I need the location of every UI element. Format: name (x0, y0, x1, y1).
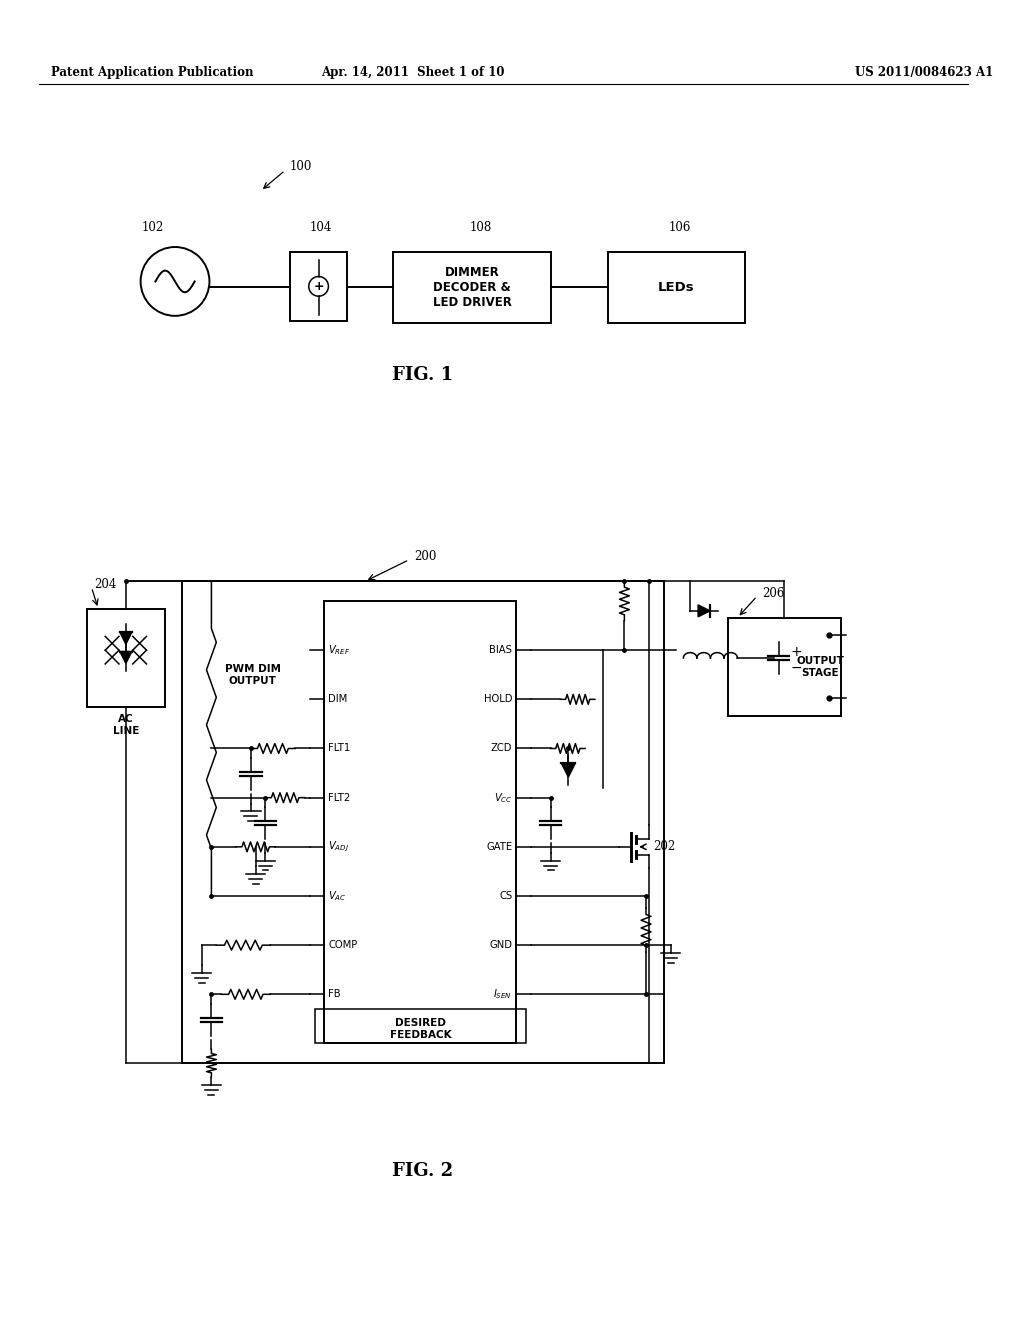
Text: ZCD: ZCD (490, 743, 512, 754)
Text: US 2011/0084623 A1: US 2011/0084623 A1 (855, 66, 993, 79)
Text: Apr. 14, 2011  Sheet 1 of 10: Apr. 14, 2011 Sheet 1 of 10 (322, 66, 505, 79)
Text: GND: GND (489, 940, 512, 950)
Text: FIG. 1: FIG. 1 (392, 366, 454, 384)
Text: FLT2: FLT2 (329, 793, 350, 803)
Text: DESIRED
FEEDBACK: DESIRED FEEDBACK (389, 1019, 452, 1040)
Bar (182, 581, 664, 1063)
Polygon shape (120, 652, 132, 664)
Polygon shape (561, 763, 575, 777)
Text: +: + (791, 645, 802, 659)
Bar (728, 618, 841, 715)
Text: 102: 102 (141, 220, 164, 234)
Text: LEDs: LEDs (658, 281, 695, 294)
Text: 108: 108 (470, 220, 493, 234)
Text: CS: CS (499, 891, 512, 902)
Text: $V_{CC}$: $V_{CC}$ (494, 791, 512, 805)
Text: 202: 202 (653, 841, 675, 853)
Text: FLT1: FLT1 (329, 743, 350, 754)
Text: FIG. 2: FIG. 2 (392, 1163, 454, 1180)
Text: $V_{AC}$: $V_{AC}$ (329, 890, 347, 903)
Bar (314, 1008, 526, 1044)
Text: $I_{SEN}$: $I_{SEN}$ (494, 987, 512, 1001)
Text: DIMMER
DECODER &
LED DRIVER: DIMMER DECODER & LED DRIVER (432, 265, 511, 309)
Text: $V_{REF}$: $V_{REF}$ (329, 643, 350, 657)
Bar (325, 601, 516, 1044)
Polygon shape (120, 632, 132, 644)
Text: FB: FB (329, 989, 341, 999)
Bar (87, 609, 165, 708)
Text: 104: 104 (309, 220, 332, 234)
Text: 206: 206 (762, 586, 784, 599)
Text: COMP: COMP (329, 940, 357, 950)
Bar (607, 252, 745, 322)
Text: AC
LINE: AC LINE (113, 714, 139, 735)
Text: Patent Application Publication: Patent Application Publication (51, 66, 254, 79)
Text: 106: 106 (669, 220, 691, 234)
Text: DIM: DIM (329, 694, 348, 705)
Text: 100: 100 (290, 160, 312, 173)
Text: $V_{ADJ}$: $V_{ADJ}$ (329, 840, 349, 854)
Text: +: + (313, 280, 324, 293)
Bar (393, 252, 551, 322)
Text: 204: 204 (94, 578, 117, 591)
Polygon shape (698, 605, 710, 616)
Bar (290, 252, 347, 321)
Text: 200: 200 (414, 550, 436, 564)
Text: HOLD: HOLD (483, 694, 512, 705)
Text: BIAS: BIAS (489, 645, 512, 655)
Text: −: − (791, 661, 802, 675)
Text: OUTPUT
STAGE: OUTPUT STAGE (797, 656, 845, 677)
Text: GATE: GATE (486, 842, 512, 851)
Text: PWM DIM
OUTPUT: PWM DIM OUTPUT (224, 664, 281, 685)
